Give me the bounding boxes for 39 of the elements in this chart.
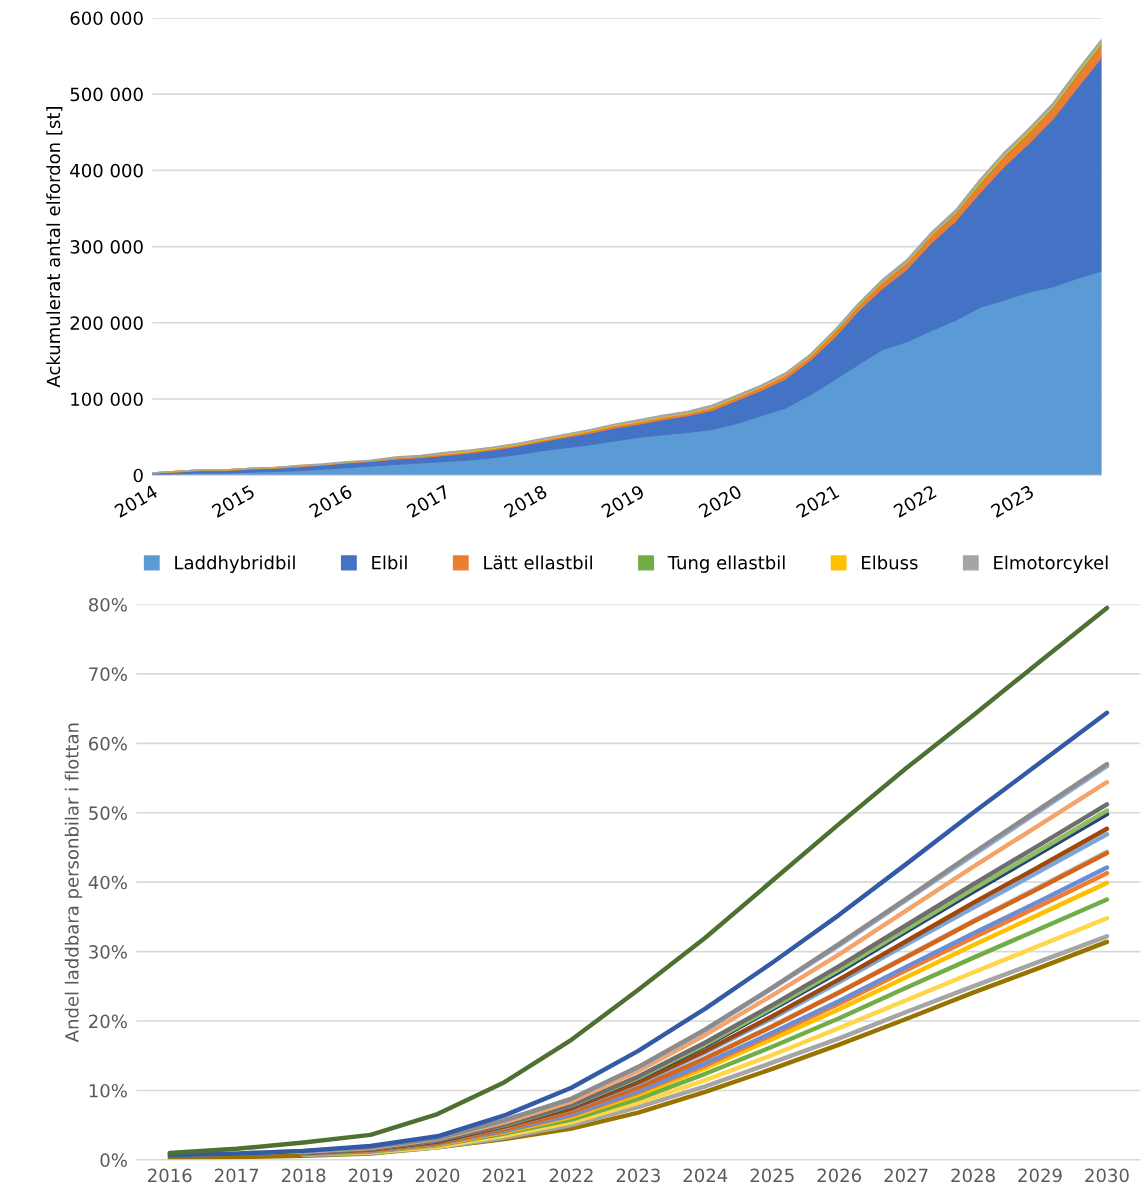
y-axis-title: Andel laddbara personbilar i flottan [64,723,83,1043]
y-tick-label: 40% [88,875,127,890]
legend-label: Elbuss [862,555,918,570]
y-axis-title: Ackumulerat antal elfordon [st] [46,107,63,388]
x-tick-label: 2020 [415,1168,460,1183]
y-tick-label: 400 000 [70,163,143,178]
legend-label: Elmotorcykel [994,555,1108,573]
y-tick-label: 60% [89,736,127,751]
x-tick-label: 2016 [148,1168,192,1183]
x-tick-label: 2030 [1085,1168,1129,1183]
x-tick-label: 2028 [951,1168,995,1183]
y-tick-label: 600 000 [70,11,143,26]
x-tick-label: 2024 [683,1168,728,1183]
x-tick-label: 2018 [281,1168,326,1183]
x-tick-label: 2021 [482,1168,526,1183]
y-tick-label: 50% [89,806,127,820]
x-tick-label: 2023 [616,1168,660,1183]
y-tick-label: 30% [89,945,127,959]
y-tick-label: 100 000 [71,392,143,407]
y-tick-label: 80% [89,597,127,612]
y-tick-label: 10% [89,1083,127,1098]
x-tick-label: 2025 [750,1168,794,1183]
legend-label: Lätt ellastbil [484,555,592,570]
y-tick-label: 0% [100,1153,127,1168]
y-tick-label: 500 000 [70,87,143,102]
x-tick-label: 2027 [884,1168,928,1183]
y-tick-label: 200 000 [70,316,143,330]
legend-label: Tung ellastbil [667,555,785,573]
y-tick-label: 70% [89,667,127,682]
legend-label: Laddhybridbil [175,555,295,573]
legend-label: Elbil [372,555,407,570]
y-tick-label: 20% [89,1014,127,1029]
x-tick-label: 2026 [817,1168,862,1183]
x-tick-label: 2022 [549,1168,593,1183]
x-tick-label: 2019 [348,1168,393,1183]
x-tick-label: 2017 [215,1168,259,1183]
y-tick-label: 0 [133,468,143,483]
y-tick-label: 300 000 [70,240,143,254]
x-tick-label: 2029 [1018,1168,1062,1183]
